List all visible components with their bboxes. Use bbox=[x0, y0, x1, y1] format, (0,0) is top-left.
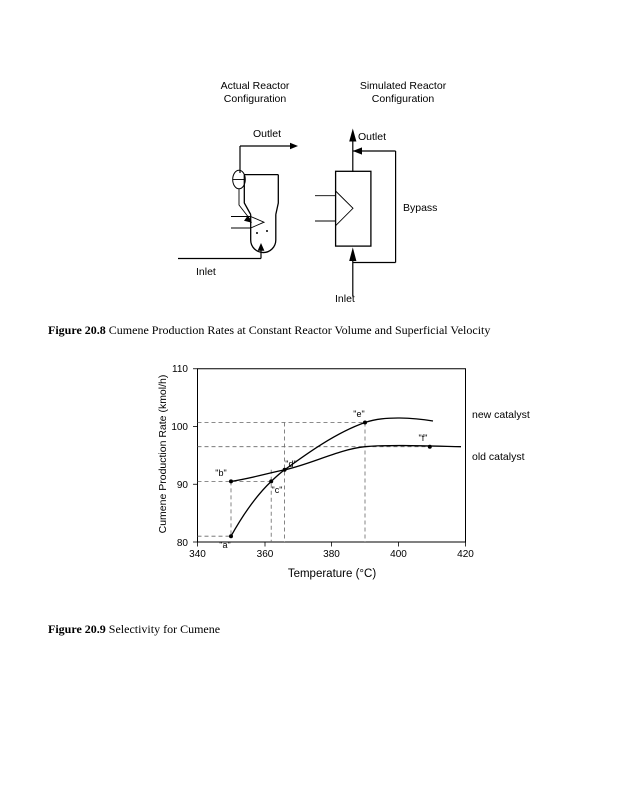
svg-text:"b": "b" bbox=[215, 468, 226, 478]
svg-text:100: 100 bbox=[171, 422, 188, 433]
svg-text:"e": "e" bbox=[353, 409, 364, 419]
svg-text:"d": "d" bbox=[285, 459, 296, 469]
svg-text:old catalyst: old catalyst bbox=[472, 451, 525, 463]
svg-text:400: 400 bbox=[390, 549, 407, 560]
svg-text:360: 360 bbox=[257, 549, 274, 560]
svg-text:340: 340 bbox=[189, 549, 206, 560]
svg-text:80: 80 bbox=[177, 538, 189, 549]
svg-text:380: 380 bbox=[323, 549, 340, 560]
svg-text:"f": "f" bbox=[419, 433, 428, 443]
svg-text:"a": "a" bbox=[219, 540, 230, 550]
svg-text:"c": "c" bbox=[272, 485, 283, 495]
svg-text:420: 420 bbox=[457, 549, 474, 560]
svg-text:90: 90 bbox=[177, 480, 189, 491]
svg-text:new catalyst: new catalyst bbox=[472, 409, 530, 421]
svg-text:110: 110 bbox=[172, 364, 188, 375]
